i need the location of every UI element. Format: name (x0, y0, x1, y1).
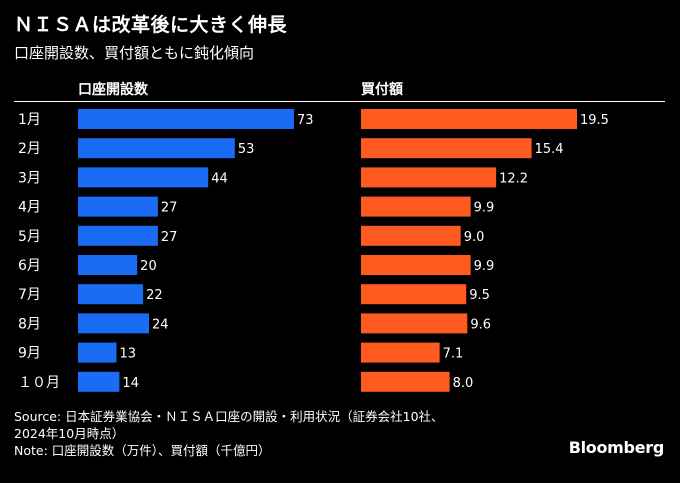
source-line-1: Source: 日本証券業協会・ＮＩＳＡ口座の開設・利用状況（証券会社10社、 (14, 409, 444, 424)
purchases-column-title: 買付額 (361, 82, 403, 98)
accounts-value-label: 27 (161, 201, 178, 216)
month-label: 2月 (18, 141, 41, 157)
accounts-bar (78, 371, 120, 392)
month-label: １０月 (18, 375, 60, 391)
accounts-value-label: 22 (146, 288, 163, 303)
purchases-value-label: 8.0 (453, 376, 474, 391)
purchases-bar (361, 284, 467, 305)
accounts-value-label: 14 (122, 376, 139, 391)
purchases-bar (361, 255, 471, 275)
purchases-bar (361, 371, 450, 392)
purchases-bar (361, 342, 440, 363)
purchases-bar (361, 138, 532, 159)
month-label: 6月 (18, 258, 41, 274)
month-label: 7月 (18, 287, 41, 303)
accounts-value-label: 73 (297, 113, 314, 128)
accounts-value-label: 27 (161, 230, 178, 245)
month-label: 1月 (18, 112, 41, 128)
purchases-value-label: 9.9 (474, 259, 495, 274)
header-divider (14, 101, 665, 102)
accounts-value-label: 24 (152, 317, 169, 332)
month-label: 8月 (18, 316, 41, 332)
purchases-value-label: 9.0 (464, 230, 485, 245)
accounts-bar (78, 342, 117, 363)
accounts-bar (78, 313, 150, 334)
accounts-bar (78, 167, 209, 188)
accounts-bar (78, 255, 138, 275)
purchases-bar (361, 167, 497, 188)
accounts-value-label: 13 (119, 347, 136, 362)
bloomberg-logo: Bloomberg (568, 438, 665, 457)
purchases-value-label: 9.9 (474, 201, 495, 216)
purchases-value-label: 9.5 (469, 288, 490, 303)
source-note: Source: 日本証券業協会・ＮＩＳＡ口座の開設・利用状況（証券会社10社、 … (14, 408, 444, 459)
accounts-bar (78, 225, 158, 246)
accounts-bar (78, 109, 294, 129)
accounts-value-label: 20 (140, 259, 157, 274)
accounts-bar (78, 196, 158, 217)
purchases-bar (361, 313, 468, 334)
accounts-bar (78, 284, 144, 305)
month-label: 4月 (18, 200, 41, 216)
units-note: Note: 口座開設数（万件）、買付額（千億円） (14, 443, 271, 458)
month-label: 5月 (18, 229, 41, 245)
accounts-bar (78, 138, 235, 159)
purchases-value-label: 9.6 (470, 317, 491, 332)
purchases-value-label: 7.1 (443, 347, 464, 362)
purchases-bar (361, 225, 461, 246)
accounts-value-label: 44 (211, 171, 228, 186)
month-label: 3月 (18, 170, 41, 186)
month-label: 9月 (18, 346, 41, 362)
accounts-value-label: 53 (238, 142, 255, 157)
purchases-bar (361, 109, 577, 129)
purchases-bar (361, 196, 471, 217)
purchases-value-label: 12.2 (499, 171, 528, 186)
accounts-column-title: 口座開設数 (78, 82, 148, 98)
source-line-2: 2024年10月時点） (14, 426, 125, 441)
chart-subtitle: 口座開設数、買付額ともに鈍化傾向 (14, 44, 255, 62)
purchases-value-label: 15.4 (535, 142, 564, 157)
purchases-value-label: 19.5 (580, 113, 609, 128)
chart-title: ＮＩＳＡは改革後に大きく伸長 (14, 14, 288, 36)
